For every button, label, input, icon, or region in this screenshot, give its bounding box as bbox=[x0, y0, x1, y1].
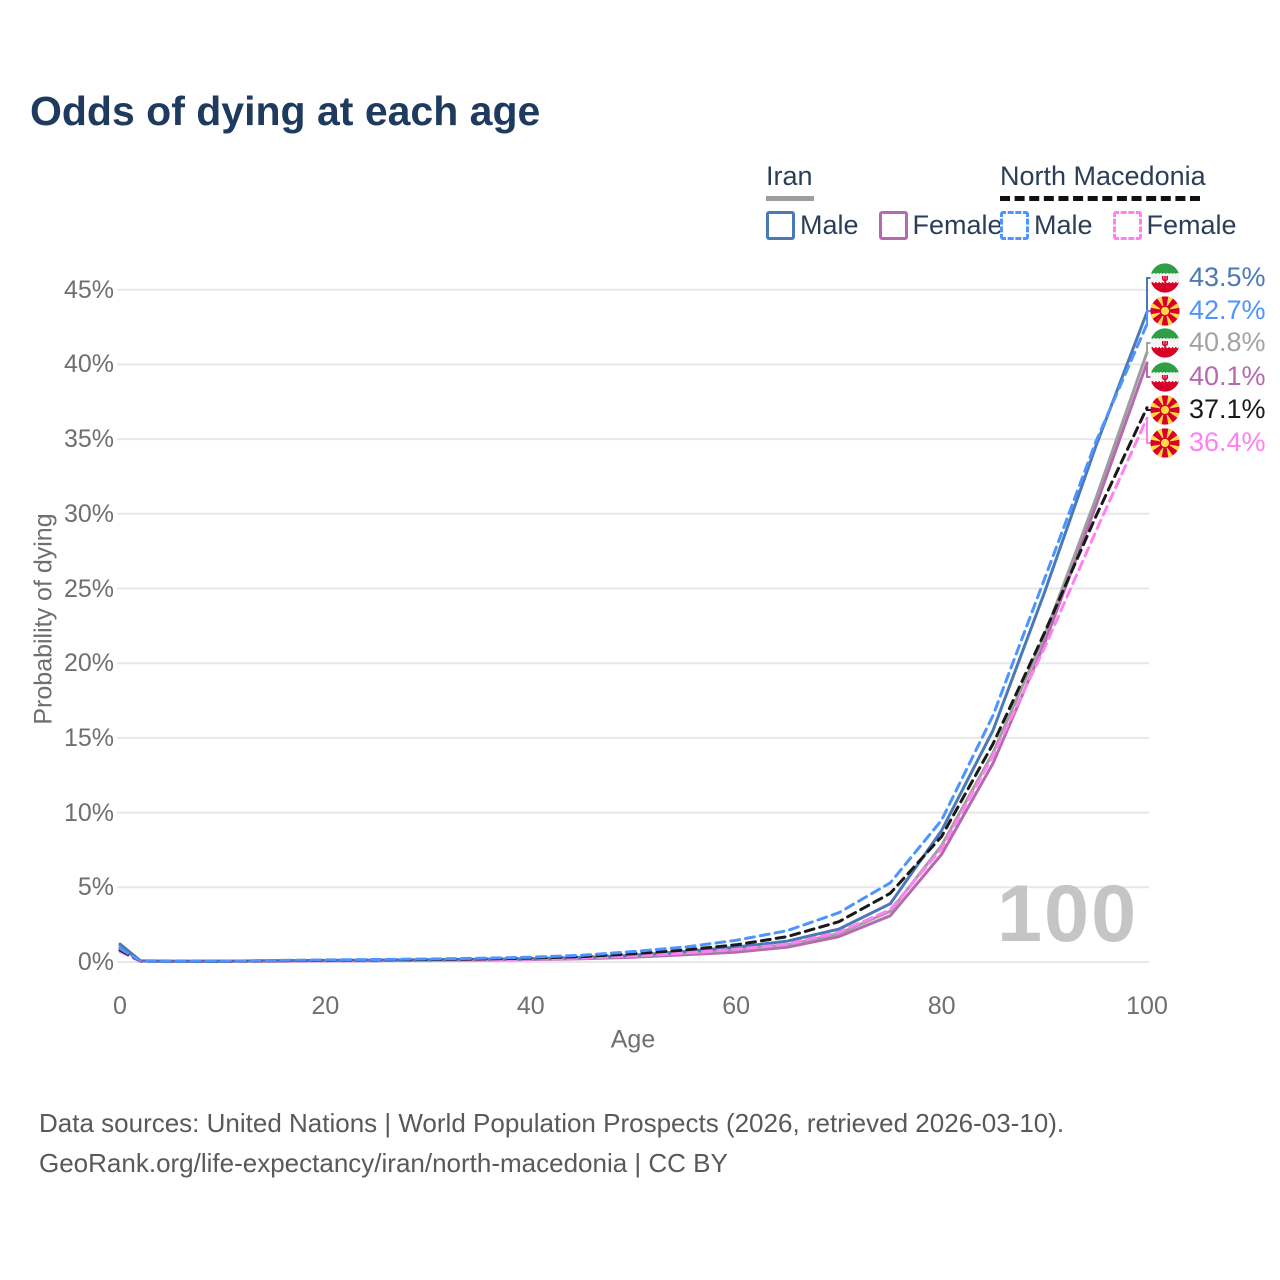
legend-item-label: Female bbox=[912, 210, 1003, 240]
y-tick-20%: 20% bbox=[63, 649, 114, 678]
legend-linestyle-sample bbox=[1000, 196, 1200, 201]
annotation-flag: ψ bbox=[1150, 263, 1180, 293]
annotation-connector bbox=[1146, 407, 1152, 411]
end-value-label: 36.4% bbox=[1189, 427, 1266, 457]
north-macedonia-flag-icon bbox=[1150, 395, 1180, 425]
legend-checkbox[interactable] bbox=[766, 211, 795, 240]
legend-checkbox[interactable] bbox=[878, 211, 908, 240]
x-axis-title: Age bbox=[610, 1025, 656, 1054]
end-value-label: 40.8% bbox=[1189, 327, 1266, 357]
iran-flag-icon: ψ bbox=[1150, 263, 1180, 293]
y-tick-25%: 25% bbox=[63, 574, 114, 603]
annotation-connector bbox=[1146, 362, 1152, 378]
series-line-nm-all bbox=[118, 406, 1149, 963]
attribution-line: GeoRank.org/life-expectancy/iran/north-m… bbox=[39, 1148, 728, 1178]
annotation-flag: ψ bbox=[1150, 328, 1180, 358]
legend-item-north-macedonia-female[interactable]: Female bbox=[1112, 210, 1237, 241]
legend-checkbox[interactable] bbox=[1000, 211, 1029, 240]
y-tick-0%: 0% bbox=[77, 948, 114, 976]
legend-item-label: Male bbox=[1034, 210, 1093, 240]
y-tick-30%: 30% bbox=[63, 499, 114, 528]
series-line-nm-male bbox=[118, 322, 1149, 963]
iran-flag-icon: ψ bbox=[1150, 362, 1180, 392]
end-value-label: 37.1% bbox=[1189, 394, 1266, 424]
y-tick-15%: 15% bbox=[63, 723, 114, 752]
series-line-nm-female bbox=[118, 416, 1149, 964]
y-tick-5%: 5% bbox=[77, 873, 114, 902]
annotation-connector bbox=[1146, 277, 1152, 313]
annotation-connector bbox=[1146, 418, 1152, 444]
north-macedonia-flag-icon bbox=[1150, 296, 1180, 326]
north-macedonia-flag-icon bbox=[1150, 428, 1180, 458]
y-tick-10%: 10% bbox=[63, 798, 114, 827]
end-value-label: 43.5% bbox=[1189, 262, 1266, 292]
annotation-flag bbox=[1150, 395, 1180, 425]
series-line-iran-all bbox=[118, 350, 1149, 963]
legend-item-label: Female bbox=[1146, 210, 1237, 240]
annotation-connector bbox=[1146, 310, 1152, 325]
y-tick-40%: 40% bbox=[63, 350, 114, 379]
annotation-flag bbox=[1150, 296, 1180, 326]
y-axis-title: Probability of dying bbox=[29, 513, 58, 725]
age-watermark: 100 bbox=[997, 869, 1139, 959]
series-line-iran-male bbox=[118, 310, 1149, 963]
annotation-flag bbox=[1150, 428, 1180, 458]
legend-item-label: Male bbox=[800, 210, 859, 240]
end-value-label: 42.7% bbox=[1189, 295, 1266, 325]
legend-group-label: Iran bbox=[766, 161, 813, 191]
y-tick-45%: 45% bbox=[63, 275, 114, 304]
x-tick-80: 80 bbox=[927, 992, 956, 1020]
legend-item-iran-male[interactable]: Male bbox=[766, 210, 859, 241]
annotation-connector bbox=[1146, 342, 1152, 353]
end-value-label: 40.1% bbox=[1189, 361, 1266, 391]
svg-text:ψ: ψ bbox=[1161, 372, 1168, 383]
legend-group-iran: Iran Male Female bbox=[766, 161, 1003, 241]
legend-group-label: North Macedonia bbox=[1000, 161, 1206, 191]
legend-group-north-macedonia: North Macedonia Male Female bbox=[1000, 161, 1237, 241]
data-sources-line: Data sources: United Nations | World Pop… bbox=[39, 1108, 1065, 1138]
svg-text:ψ: ψ bbox=[1161, 273, 1168, 284]
x-tick-40: 40 bbox=[516, 992, 545, 1020]
gridlines bbox=[117, 288, 1149, 963]
x-tick-20: 20 bbox=[311, 992, 340, 1020]
page-title: Odds of dying at each age bbox=[30, 88, 541, 134]
legend-item-north-macedonia-male[interactable]: Male bbox=[1000, 210, 1093, 241]
series-line-iran-female bbox=[118, 361, 1149, 963]
iran-flag-icon: ψ bbox=[1150, 328, 1180, 358]
svg-text:ψ: ψ bbox=[1161, 338, 1168, 349]
x-tick-0: 0 bbox=[113, 992, 127, 1020]
annotation-flag: ψ bbox=[1150, 362, 1180, 392]
legend-checkbox[interactable] bbox=[1112, 211, 1142, 240]
legend-linestyle-sample bbox=[766, 196, 814, 201]
y-tick-35%: 35% bbox=[63, 425, 114, 454]
legend-item-iran-female[interactable]: Female bbox=[878, 210, 1003, 241]
x-tick-60: 60 bbox=[722, 992, 751, 1020]
x-tick-100: 100 bbox=[1126, 992, 1168, 1020]
